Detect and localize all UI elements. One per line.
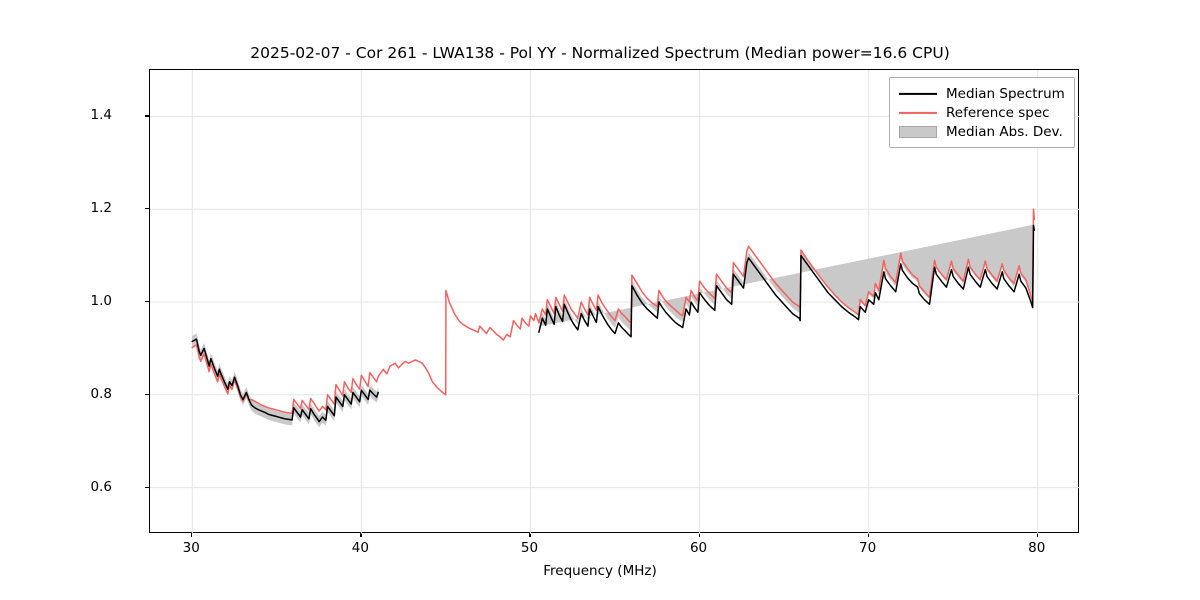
y-tick-label: 0.8 bbox=[90, 385, 112, 402]
legend-label: Median Abs. Dev. bbox=[946, 123, 1063, 140]
x-tick-label: 50 bbox=[520, 540, 539, 556]
x-tick-mark bbox=[360, 533, 362, 537]
median-abs-dev-band bbox=[192, 219, 1035, 428]
y-tick-label: 0.6 bbox=[90, 478, 112, 495]
x-tick-mark bbox=[698, 533, 700, 537]
series-line-median-spectrum bbox=[538, 224, 1036, 338]
x-tick-mark bbox=[529, 533, 531, 537]
series-line-reference-spec bbox=[191, 208, 1036, 415]
y-tick-label: 1.0 bbox=[90, 293, 112, 309]
x-axis-label: Frequency (MHz) bbox=[543, 563, 657, 579]
y-tick-label: 1.4 bbox=[90, 107, 112, 124]
x-tick-label: 70 bbox=[859, 540, 877, 556]
legend-row: Median Spectrum bbox=[899, 84, 1065, 103]
legend-swatch-band-icon bbox=[899, 125, 937, 138]
y-tick-mark bbox=[145, 393, 149, 395]
x-tick-label: 80 bbox=[1028, 540, 1046, 556]
x-tick-mark bbox=[191, 533, 193, 537]
legend-swatch-line-icon bbox=[899, 87, 937, 101]
legend-label: Median Spectrum bbox=[946, 85, 1065, 102]
y-tick-mark bbox=[145, 486, 149, 488]
x-tick-mark bbox=[867, 533, 869, 537]
x-tick-label: 40 bbox=[351, 540, 369, 556]
legend-label: Reference spec bbox=[946, 104, 1050, 121]
legend-row: Median Abs. Dev. bbox=[899, 122, 1065, 141]
mad-band-segment bbox=[192, 333, 379, 428]
x-tick-label: 30 bbox=[182, 540, 200, 556]
y-tick-mark bbox=[145, 115, 149, 117]
legend-swatch-line-icon bbox=[899, 106, 937, 120]
x-tick-label: 60 bbox=[689, 540, 708, 556]
series-line-median-spectrum bbox=[191, 338, 380, 423]
y-tick-label: 1.2 bbox=[90, 200, 112, 217]
mad-band-segment bbox=[538, 219, 1035, 332]
plot-canvas bbox=[150, 70, 1080, 534]
page-title: 2025-02-07 - Cor 261 - LWA138 - Pol YY -… bbox=[250, 44, 950, 62]
y-tick-mark bbox=[145, 208, 149, 210]
y-tick-mark bbox=[145, 301, 149, 303]
series-lines bbox=[191, 208, 1036, 423]
legend-row: Reference spec bbox=[899, 103, 1065, 122]
legend: Median Spectrum Reference spec Median Abs.… bbox=[889, 77, 1075, 148]
x-tick-mark bbox=[1036, 533, 1038, 537]
